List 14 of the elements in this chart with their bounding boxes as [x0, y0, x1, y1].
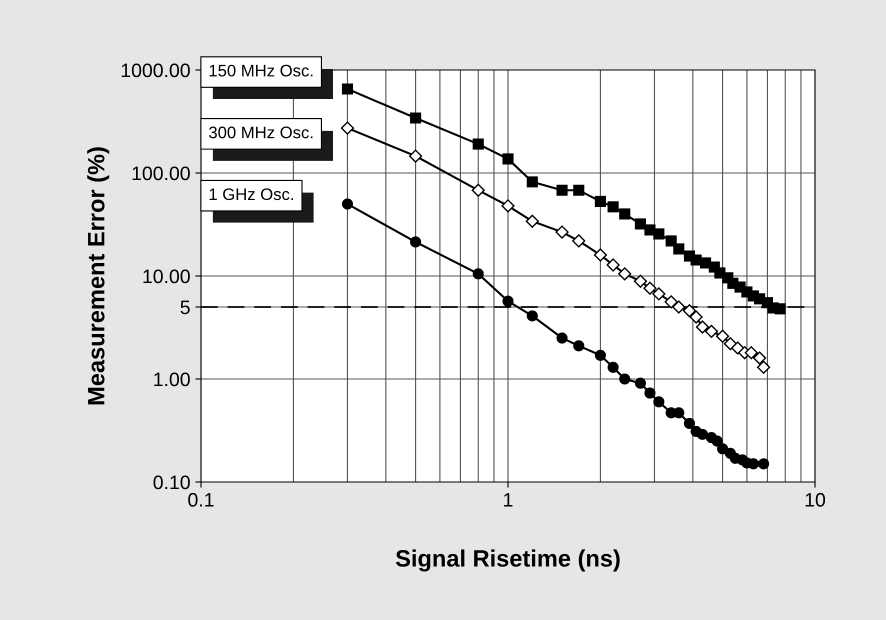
y-tick-label: 10.00	[143, 269, 190, 284]
x-axis-title: Signal Risetime (ns)	[396, 549, 620, 572]
x-tick-label: 1	[504, 493, 512, 507]
y-axis-title: Measurement Error (%)	[87, 147, 110, 404]
x-tick-label: 0.1	[188, 492, 214, 507]
y-tick-label: 1000.00	[122, 63, 190, 78]
y-tick-label: 0.10	[154, 475, 190, 490]
y-tick-label: 100.00	[132, 166, 190, 180]
series-label: 150 MHz Osc.	[210, 64, 312, 77]
y-tick-label: 5	[180, 300, 190, 314]
y-tick-label: 1.00	[154, 372, 190, 386]
x-tick-label: 10	[806, 492, 826, 507]
series-label: 300 MHz Osc.	[209, 126, 312, 138]
text: 1 GHz Osc.	[210, 188, 293, 200]
